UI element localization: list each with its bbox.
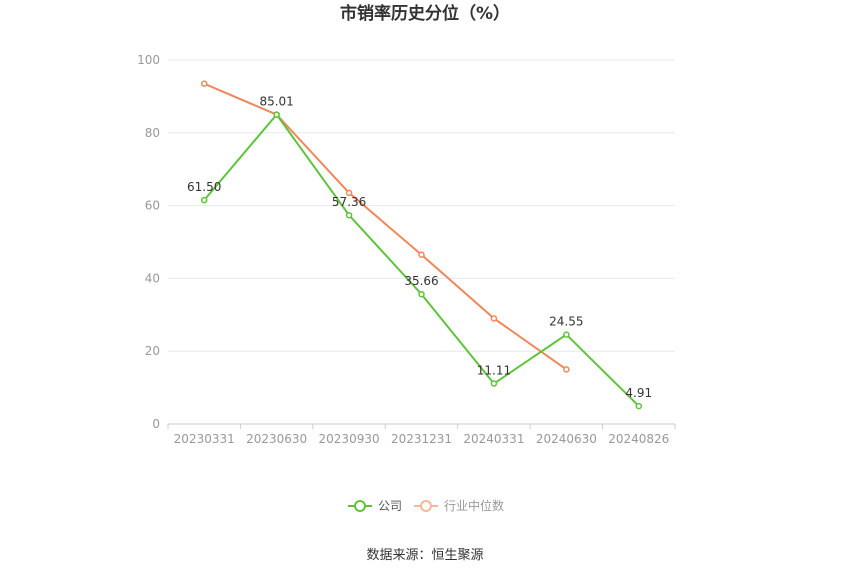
industry-data-point[interactable]	[200, 80, 208, 87]
chart-title: 市销率历史分位（%）	[340, 3, 510, 24]
series	[200, 80, 643, 410]
company-series-line	[203, 113, 640, 407]
industry-data-point[interactable]	[345, 189, 353, 197]
legend-company-label: 公司	[378, 499, 402, 513]
data-labels: 61.50 85.01 57.36 35.66 11.11 24.55 4.91	[187, 95, 652, 401]
data-label: 85.01	[259, 95, 293, 109]
company-data-point[interactable]	[418, 290, 425, 298]
industry-data-point[interactable]	[563, 366, 570, 373]
industry-series-line	[203, 82, 567, 371]
data-label: 61.50	[187, 180, 221, 194]
gridlines	[168, 59, 675, 352]
y-axis-ticks: 0 20 40 60 80 100	[137, 53, 160, 431]
legend: 公司 行业中位数	[348, 498, 504, 513]
company-data-point[interactable]	[490, 380, 498, 387]
industry-data-point[interactable]	[418, 251, 425, 258]
company-data-point[interactable]	[635, 402, 643, 410]
y-tick-label: 80	[145, 126, 160, 140]
y-tick-label: 20	[145, 344, 160, 358]
x-tick-label: 20240630	[536, 432, 597, 446]
x-tick-label: 20231231	[391, 432, 452, 446]
legend-industry-label: 行业中位数	[444, 498, 504, 513]
y-tick-label: 0	[152, 417, 160, 431]
data-label: 57.36	[332, 195, 366, 209]
y-tick-label: 40	[145, 271, 160, 285]
company-data-point[interactable]	[345, 211, 353, 219]
company-data-point[interactable]	[200, 196, 208, 204]
data-label: 11.11	[477, 364, 511, 378]
legend-item-company[interactable]: 公司	[348, 499, 402, 513]
data-label: 4.91	[625, 386, 652, 400]
data-label: 35.66	[404, 274, 438, 288]
x-tick-label: 20230930	[319, 432, 380, 446]
x-axis: 20230331 20230630 20230930 20231231 20240331…	[167, 423, 676, 446]
industry-data-point[interactable]	[490, 315, 498, 322]
legend-industry-marker-icon	[420, 500, 432, 512]
legend-item-industry[interactable]: 行业中位数	[414, 498, 504, 513]
data-label: 24.55	[549, 315, 583, 329]
x-tick-label: 20230630	[246, 432, 307, 446]
company-data-point[interactable]	[273, 111, 280, 118]
y-tick-label: 100	[137, 53, 160, 67]
y-tick-label: 60	[145, 199, 160, 213]
x-tick-label: 20240331	[463, 432, 524, 446]
company-data-point[interactable]	[563, 331, 570, 338]
x-tick-label: 20240826	[608, 432, 669, 446]
legend-company-marker-icon	[354, 500, 366, 512]
data-source: 数据来源：恒生聚源	[366, 548, 483, 563]
x-tick-label: 20230331	[174, 432, 235, 446]
